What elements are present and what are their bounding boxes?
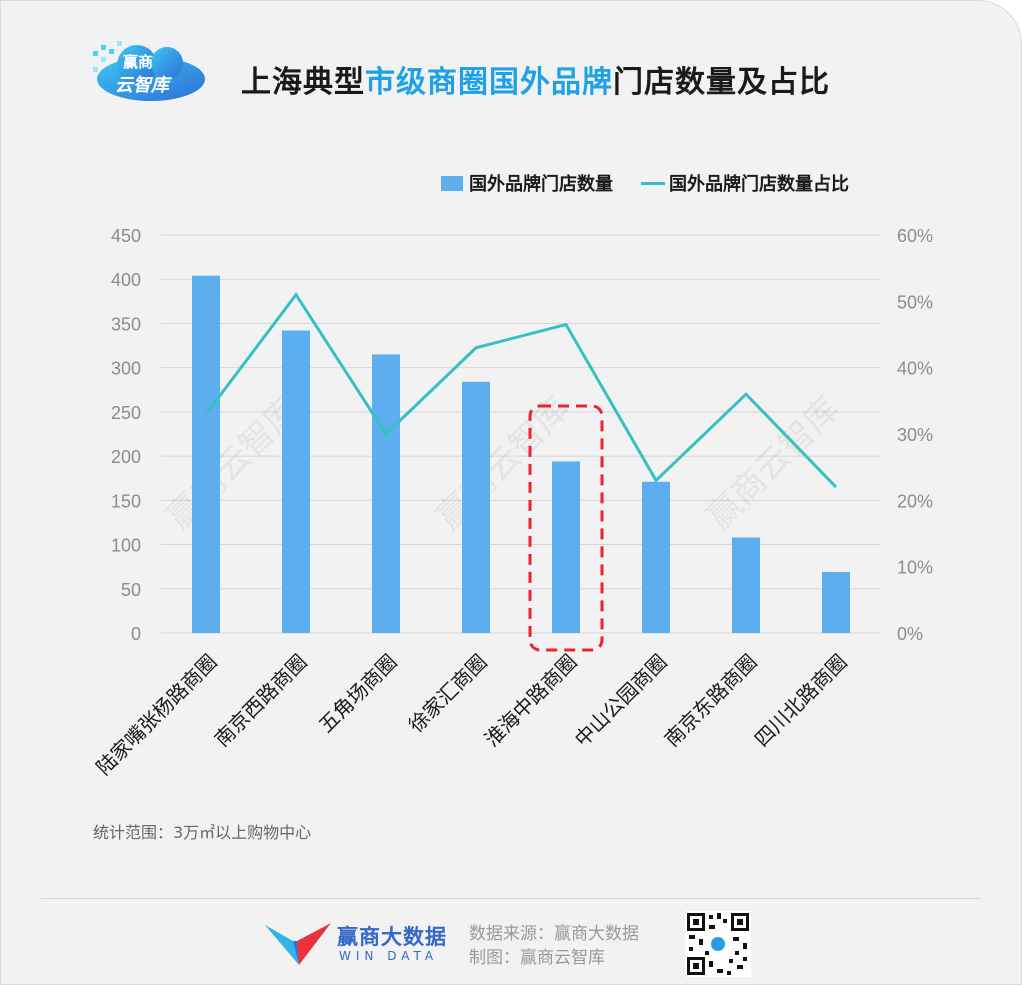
x-tick-label: 中山公园商圈	[570, 650, 672, 752]
legend-line-swatch	[641, 181, 665, 185]
qr-code-icon	[685, 911, 751, 977]
title-prefix: 上海典型	[241, 65, 365, 100]
y-axis-right: 0% 10% 20% 30% 40% 50% 60%	[897, 226, 933, 644]
bar	[192, 275, 220, 633]
x-tick-label: 徐家汇商圈	[404, 650, 492, 738]
windata-logo-icon	[265, 923, 331, 965]
source-credits: 数据来源：赢商大数据 制图：赢商云智库	[469, 922, 639, 970]
bar-series	[192, 275, 850, 633]
windata-brand-sub: WIN DATA	[339, 949, 439, 963]
x-tick-label: 淮海中路商圈	[480, 650, 582, 752]
y-left-tick-label: 400	[111, 270, 141, 290]
y-left-tick-label: 450	[111, 226, 141, 246]
y-left-tick-label: 150	[111, 491, 141, 511]
bar	[552, 461, 580, 633]
y-left-tick-label: 250	[111, 403, 141, 423]
footer-divider	[41, 898, 981, 899]
watermark-layer: 赢商云智库 赢商云智库 赢商云智库	[159, 389, 847, 537]
y-right-tick-label: 50%	[897, 292, 933, 312]
combo-chart: 赢商云智库 赢商云智库 赢商云智库 0 50 100 150 200 250 300 350 400…	[91, 226, 933, 780]
bar	[642, 481, 670, 633]
windata-brand-name: 赢商大数据	[337, 925, 447, 949]
title-highlight: 市级商圈国外品牌	[365, 65, 613, 100]
chart-title: 上海典型市级商圈国外品牌门店数量及占比	[241, 57, 830, 101]
chart-legend: 国外品牌门店数量 国外品牌门店数量占比	[441, 171, 849, 195]
bar	[462, 381, 490, 633]
bar	[732, 537, 760, 633]
logo-text-bottom: 云智库	[115, 75, 169, 96]
bar	[282, 330, 310, 633]
source-line: 数据来源：赢商大数据	[469, 924, 639, 944]
y-right-tick-label: 40%	[897, 359, 933, 379]
x-tick-label: 五角场商圈	[314, 650, 402, 738]
cloud-logo-icon	[93, 41, 205, 101]
bar	[822, 571, 850, 633]
x-tick-label: 陆家嘴张杨路商圈	[91, 650, 221, 780]
logo-text-top: 赢商	[123, 53, 154, 71]
y-right-tick-label: 60%	[897, 226, 933, 246]
grid-lines	[161, 234, 881, 634]
y-right-tick-label: 10%	[897, 558, 933, 578]
y-left-tick-label: 100	[111, 536, 141, 556]
y-left-tick-label: 0	[131, 624, 141, 644]
highlight-box	[528, 404, 604, 652]
legend-bar-swatch	[441, 175, 463, 191]
y-right-tick-label: 20%	[897, 491, 933, 511]
y-left-tick-label: 350	[111, 314, 141, 334]
y-left-tick-label: 200	[111, 447, 141, 467]
title-suffix: 门店数量及占比	[613, 65, 830, 100]
legend-bar-label: 国外品牌门店数量	[469, 174, 613, 195]
x-tick-label: 南京东路商圈	[660, 650, 762, 752]
bar	[372, 354, 400, 633]
y-right-tick-label: 0%	[897, 624, 923, 644]
x-tick-label: 南京西路商圈	[210, 650, 312, 752]
yunzhiku-logo: 赢商 云智库	[89, 37, 209, 103]
footnote: 统计范围：3万㎡以上购物中心	[93, 823, 312, 842]
legend-line-label: 国外品牌门店数量占比	[669, 174, 849, 195]
y-axis-left: 0 50 100 150 200 250 300 350 400 450	[111, 226, 141, 644]
watermark-text: 赢商云智库	[699, 389, 847, 537]
credit-line: 制图：赢商云智库	[469, 948, 605, 968]
y-left-tick-label: 50	[121, 580, 141, 600]
line-series	[204, 292, 838, 489]
y-right-tick-label: 30%	[897, 425, 933, 445]
x-tick-label: 四川北路商圈	[750, 650, 852, 752]
y-left-tick-label: 300	[111, 359, 141, 379]
